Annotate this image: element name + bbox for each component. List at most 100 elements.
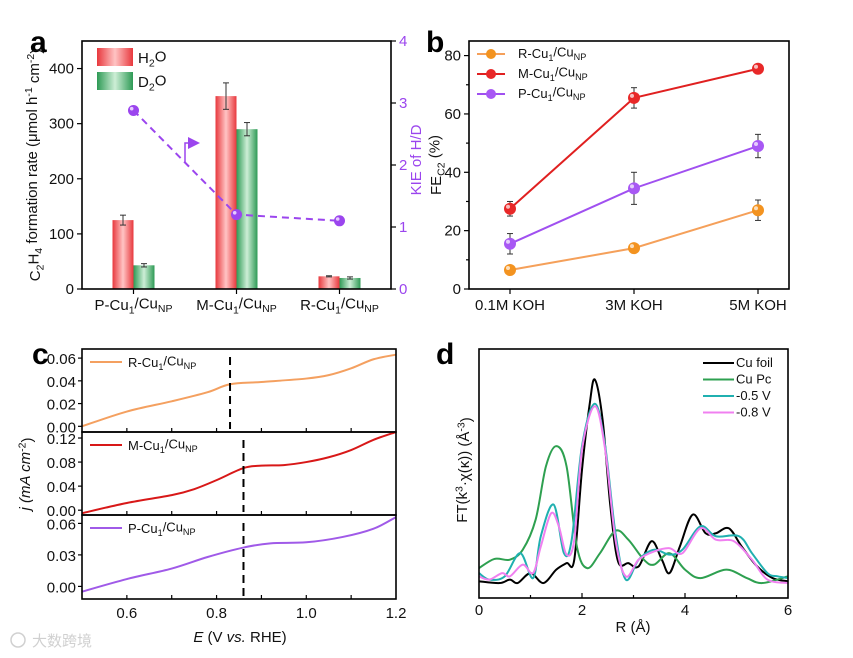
data-point — [504, 237, 516, 250]
y-tick-label: 400 — [49, 61, 74, 78]
legend-swatch-0 — [97, 48, 133, 66]
bar-d2o — [339, 277, 361, 289]
y-tick-label: 80 — [444, 48, 461, 65]
panel-label-d: d — [436, 338, 454, 371]
curve — [81, 431, 397, 515]
y-tick-label: 300 — [49, 116, 74, 133]
data-point — [628, 242, 640, 255]
panel-c-lsv-chart: 0.00 0.02 0.04 0.06 R-Cu1/CuNP​ 0.00 0.04 0.08 0… — [16, 348, 407, 646]
data-point — [504, 264, 516, 277]
y2-tick-label: 0 — [399, 281, 407, 298]
y-tick-label: 0.02 — [47, 397, 76, 414]
kie-point-highlight — [335, 217, 340, 221]
y-tick-label: 0.03 — [47, 548, 76, 565]
curve — [478, 378, 789, 585]
x-tick-label: 4 — [681, 602, 689, 619]
y-tick-label: 0.12 — [47, 431, 76, 448]
data-point — [752, 140, 764, 153]
x-tick-label: 3M KOH — [605, 297, 663, 314]
y2-tick-label: 1 — [399, 219, 407, 236]
y-tick-label: 0 — [66, 281, 74, 298]
data-point-highlight — [630, 93, 634, 98]
data-point-highlight — [506, 239, 510, 244]
watermark-logo-icon — [10, 632, 26, 648]
y-tick-label: 0.04 — [47, 374, 76, 391]
kie-point — [128, 104, 139, 116]
legend-label: P-Cu1/CuNP​ — [518, 85, 586, 104]
y-tick-label: 200 — [49, 171, 74, 188]
legend-label: M-Cu1/CuNP​ — [128, 437, 198, 456]
plot-frame — [468, 40, 790, 290]
y-tick-label: 0.00 — [47, 419, 76, 436]
curve — [478, 405, 789, 585]
y-tick-label: 100 — [49, 226, 74, 243]
x-tick-label: 6 — [784, 602, 792, 619]
y2-tick-label: 4 — [399, 33, 407, 50]
data-point-highlight — [754, 142, 758, 147]
legend-label: D2O — [138, 72, 166, 93]
y-axis-label: FEC2 (%) — [426, 135, 447, 195]
x-tick-label: 0 — [475, 602, 483, 619]
y-tick-label: 20 — [444, 223, 461, 240]
panel-d-exafs-chart: Cu foil Cu Pc-0.5 V -0.8 V 0 2 4 6 R (Å) FT(k3·χ… — [453, 348, 792, 636]
legend-marker — [486, 69, 496, 79]
legend-label: Cu foil — [736, 355, 773, 370]
y-tick-label: 0.00 — [47, 503, 76, 520]
y-tick-label: 0.06 — [47, 351, 76, 368]
panel-label-c: c — [32, 338, 49, 371]
y-tick-label: 0.06 — [47, 516, 76, 533]
panel-label-a: a — [30, 26, 47, 59]
arrow-right-icon — [184, 137, 200, 162]
legend-marker — [486, 49, 496, 59]
subplot-frame — [81, 514, 397, 600]
data-point — [628, 91, 640, 104]
y-tick-label: 0.00 — [47, 579, 76, 596]
bar-d2o — [236, 129, 258, 289]
data-point-highlight — [506, 204, 510, 209]
legend-label: H2O — [138, 48, 166, 69]
y-axis-label: FT(k3·χ(κ)) (Å-3) — [453, 417, 475, 523]
y-tick-label: 0 — [453, 281, 461, 298]
data-point — [752, 204, 764, 217]
kie-point-highlight — [129, 106, 134, 111]
bar-h2o — [215, 96, 237, 289]
y2-tick-label: 3 — [399, 95, 407, 112]
y-tick-label: 60 — [444, 106, 461, 123]
legend-label: -0.5 V — [736, 388, 771, 403]
watermark: 大数跨境 — [10, 632, 92, 650]
legend-label: R-Cu1/CuNP​ — [518, 45, 586, 64]
bar-h2o — [318, 276, 340, 289]
legend-label: P-Cu1/CuNP​ — [128, 520, 196, 539]
kie-point-highlight — [232, 211, 237, 215]
y-tick-label: 0.04 — [47, 479, 76, 496]
panel-label-b: b — [426, 26, 444, 59]
legend-label: M-Cu1/CuNP​ — [518, 65, 588, 84]
x-tick-label: 0.1M KOH — [475, 297, 545, 314]
panel-b-line-chart: 0 20 40 60 80 0.1M KOH 3M KOH 5M KOH R-Cu1/CuNP​… — [426, 40, 790, 314]
data-point — [504, 202, 516, 215]
x-tick-label: 5M KOH — [729, 297, 787, 314]
panel-a-bar-chart: P-Cu1/CuNP​ M-Cu1/CuNP​ R-Cu1/CuNP​ 0 100 200… — [23, 33, 425, 317]
curve — [81, 516, 397, 593]
x-tick-label: R-Cu1/CuNP​ — [300, 295, 379, 316]
data-point-highlight — [754, 64, 758, 69]
y-tick-label: 40 — [444, 164, 461, 181]
legend-marker — [486, 89, 496, 99]
x-tick-label: 0.6 — [116, 605, 137, 622]
watermark-text: 大数跨境 — [32, 632, 92, 650]
curve — [81, 353, 397, 428]
data-point-highlight — [630, 244, 634, 249]
legend-label: R-Cu1/CuNP​ — [128, 354, 196, 373]
x-tick-label: P-Cu1/CuNP​ — [95, 295, 173, 316]
x-axis-label: E (V vs. RHE) — [193, 629, 286, 646]
bar-h2o — [112, 220, 134, 289]
data-point-highlight — [630, 184, 634, 189]
y-axis-label: j (mA cm-2) — [16, 438, 36, 513]
y2-axis-label: KIE of H/D — [408, 124, 425, 195]
y-axis-label: C2H4 formation rate (μmol h-1 cm-2) — [23, 49, 47, 281]
legend-label: Cu Pc — [736, 372, 772, 387]
legend-swatch-1 — [97, 72, 133, 90]
x-tick-label: 1.2 — [386, 605, 407, 622]
